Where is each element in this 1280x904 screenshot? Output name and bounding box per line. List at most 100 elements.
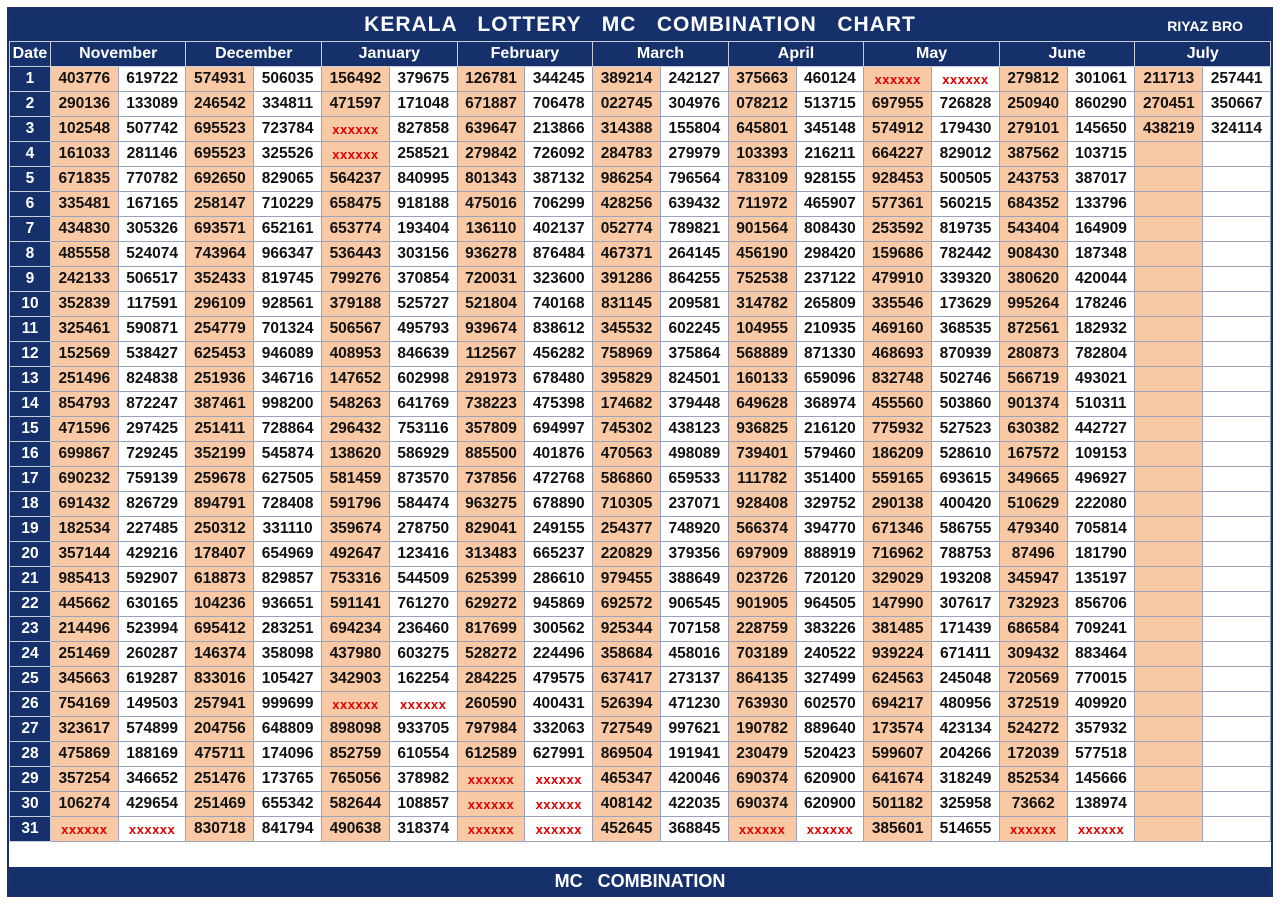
- number-cell: 471596: [49, 416, 119, 442]
- empty-cell: [1202, 716, 1271, 742]
- number-cell: 520423: [795, 741, 865, 767]
- number-cell: xxxxxx: [1066, 816, 1136, 842]
- number-cell: 173629: [931, 291, 1000, 317]
- number-cell: 831145: [592, 291, 661, 317]
- number-cell: 400431: [524, 691, 594, 717]
- number-cell: 352433: [185, 266, 255, 292]
- number-cell: 304976: [659, 91, 729, 117]
- number-cell: 147990: [863, 591, 933, 617]
- number-cell: 345532: [592, 316, 661, 342]
- table-row: 11 325461 590871 254779 701324 506567 495793 93…: [9, 316, 1271, 342]
- number-cell: 864255: [659, 266, 729, 292]
- number-cell: 422035: [659, 791, 729, 817]
- number-cell: 723784: [253, 116, 323, 142]
- number-cell: 695412: [185, 616, 255, 642]
- empty-cell: [1202, 791, 1271, 817]
- number-cell: 471597: [321, 91, 390, 117]
- number-cell: 526394: [592, 691, 661, 717]
- number-cell: 344245: [524, 66, 594, 92]
- number-cell: 523994: [117, 616, 187, 642]
- table-row: 17 690232 759139 259678 627505 581459 873570 73…: [9, 466, 1271, 492]
- number-cell: 833016: [185, 666, 255, 692]
- number-cell: 824838: [117, 366, 187, 392]
- number-cell: 659096: [795, 366, 865, 392]
- number-cell: 022745: [592, 91, 661, 117]
- number-cell: 641769: [388, 391, 458, 417]
- number-cell: 872247: [117, 391, 187, 417]
- table-row: 7 434830 305326 693571 652161 653774 193404 136…: [9, 216, 1271, 242]
- number-cell: 126781: [456, 66, 526, 92]
- number-cell: 349665: [998, 466, 1068, 492]
- number-cell: 408142: [592, 791, 661, 817]
- number-cell: 901905: [727, 591, 797, 617]
- number-cell: 986254: [592, 166, 661, 192]
- number-cell: 925344: [592, 616, 661, 642]
- number-cell: 133796: [1066, 191, 1136, 217]
- empty-cell: [1202, 691, 1271, 717]
- number-cell: 318249: [931, 766, 1000, 792]
- table-row: 28 475869 188169 475711 174096 852759 610554 61…: [9, 741, 1271, 767]
- month-header-july: July: [1134, 41, 1271, 67]
- number-cell: 253592: [863, 216, 933, 242]
- number-cell: 216120: [795, 416, 865, 442]
- table-row: 3 102548 507742 695523 723784 xxxxxx 827858 639…: [9, 116, 1271, 142]
- number-cell: 213866: [524, 116, 594, 142]
- number-cell: 480956: [931, 691, 1000, 717]
- number-cell: 692572: [592, 591, 661, 617]
- number-cell: 493021: [1066, 366, 1136, 392]
- number-cell: 873570: [388, 466, 458, 492]
- number-cell: 827858: [388, 116, 458, 142]
- number-cell: 706478: [524, 91, 594, 117]
- number-cell: 251411: [185, 416, 255, 442]
- number-cell: 901374: [998, 391, 1068, 417]
- month-header-january: January: [321, 41, 458, 67]
- number-cell: 637417: [592, 666, 661, 692]
- number-cell: 901564: [727, 216, 797, 242]
- number-cell: 273137: [659, 666, 729, 692]
- number-cell: 385601: [863, 816, 933, 842]
- empty-cell: [1134, 616, 1204, 642]
- number-cell: 625399: [456, 566, 526, 592]
- number-cell: 869504: [592, 741, 661, 767]
- number-cell: 301061: [1066, 66, 1136, 92]
- number-cell: 251476: [185, 766, 255, 792]
- number-cell: 808430: [795, 216, 865, 242]
- number-cell: 514655: [931, 816, 1000, 842]
- number-cell: 408953: [321, 341, 390, 367]
- number-cell: 345947: [998, 566, 1068, 592]
- number-cell: 671887: [456, 91, 526, 117]
- date-cell: 22: [9, 591, 51, 617]
- empty-cell: [1134, 591, 1204, 617]
- number-cell: 686584: [998, 616, 1068, 642]
- empty-cell: [1134, 641, 1204, 667]
- empty-cell: [1134, 491, 1204, 517]
- number-cell: 260590: [456, 691, 526, 717]
- number-cell: 612589: [456, 741, 526, 767]
- number-cell: 264145: [659, 241, 729, 267]
- number-cell: 372519: [998, 691, 1068, 717]
- empty-cell: [1202, 541, 1271, 567]
- number-cell: 172039: [998, 741, 1068, 767]
- number-cell: 171048: [388, 91, 458, 117]
- number-cell: 291973: [456, 366, 526, 392]
- date-column-header: Date: [9, 41, 51, 67]
- table-row: 27 323617 574899 204756 648809 898098 933705 79…: [9, 716, 1271, 742]
- number-cell: 290136: [49, 91, 119, 117]
- number-cell: 345148: [795, 116, 865, 142]
- number-cell: 684352: [998, 191, 1068, 217]
- number-cell: 754169: [49, 691, 119, 717]
- empty-cell: [1134, 291, 1204, 317]
- number-cell: 329029: [863, 566, 933, 592]
- number-cell: 485558: [49, 241, 119, 267]
- number-cell: 748920: [659, 516, 729, 542]
- number-cell: 251936: [185, 366, 255, 392]
- number-cell: 964505: [795, 591, 865, 617]
- number-cell: 627505: [253, 466, 323, 492]
- number-cell: 726828: [931, 91, 1000, 117]
- empty-cell: [1202, 616, 1271, 642]
- number-cell: 104236: [185, 591, 255, 617]
- number-cell: 323617: [49, 716, 119, 742]
- number-cell: 479910: [863, 266, 933, 292]
- number-cell: 753116: [388, 416, 458, 442]
- number-cell: 358684: [592, 641, 661, 667]
